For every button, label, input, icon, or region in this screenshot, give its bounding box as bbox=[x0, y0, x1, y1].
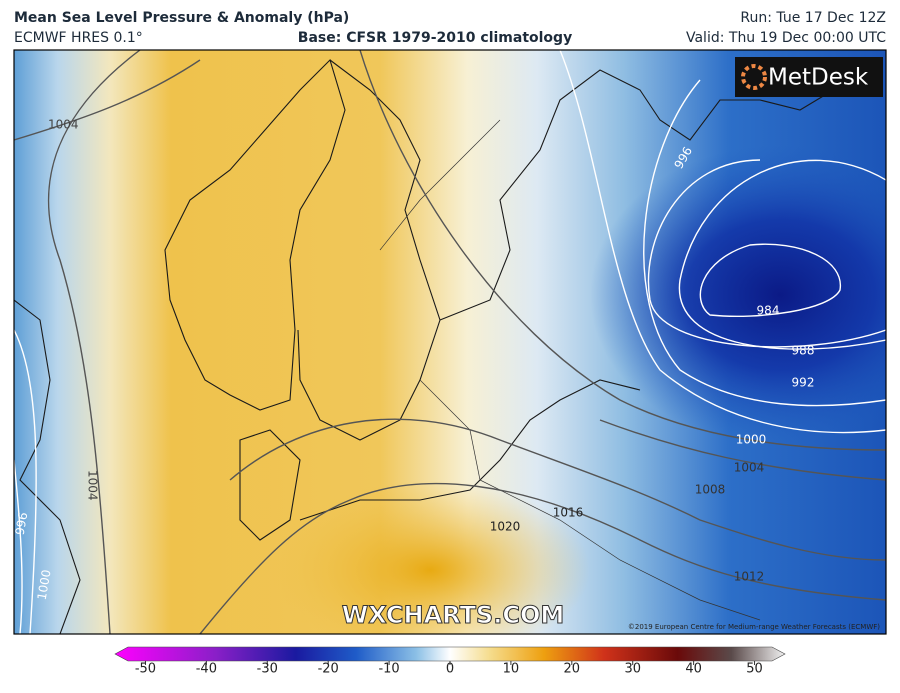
colorbar-tick-label: -10 bbox=[378, 662, 399, 677]
map: 1004 1004 996 1000 996 984 988 992 1000 … bbox=[13, 50, 886, 634]
isobar bbox=[643, 79, 886, 407]
colorbar-tick-label: 40 bbox=[685, 662, 702, 677]
copyright: ©2019 European Centre for Medium-range W… bbox=[628, 623, 880, 631]
contour-label: 1000 bbox=[736, 433, 767, 447]
contour-label: 1016 bbox=[553, 506, 584, 520]
coastline bbox=[439, 59, 881, 321]
coastline bbox=[239, 429, 301, 541]
contour-label: 984 bbox=[757, 304, 780, 318]
colorbar-tick-label: 50 bbox=[746, 662, 763, 677]
contour-label: 1000 bbox=[35, 569, 54, 602]
coastline bbox=[299, 379, 641, 521]
coastline bbox=[164, 58, 346, 411]
colorbar-tick-label: 0 bbox=[446, 662, 454, 677]
logo-box bbox=[735, 57, 883, 97]
valid: Valid: Thu 19 Dec 00:00 UTC bbox=[686, 30, 886, 46]
model: ECMWF HRES 0.1° bbox=[14, 30, 143, 46]
isobar bbox=[14, 459, 23, 634]
contour-label: 1012 bbox=[734, 570, 765, 584]
colorbar-tick-label: 30 bbox=[624, 662, 641, 677]
isobar bbox=[47, 50, 141, 634]
run: Run: Tue 17 Dec 12Z bbox=[740, 10, 886, 26]
contour-label: 1020 bbox=[490, 520, 521, 534]
logo-icon bbox=[741, 64, 767, 90]
contour-label: 992 bbox=[792, 376, 815, 390]
colorbar-tick-label: -50 bbox=[135, 662, 156, 677]
anomaly-high bbox=[270, 480, 590, 634]
isobar bbox=[14, 59, 201, 141]
title: Mean Sea Level Pressure & Anomaly (hPa) bbox=[14, 10, 349, 26]
contour-label: 1004 bbox=[86, 470, 100, 501]
logo: MetDesk bbox=[768, 65, 869, 91]
colorbar-tick-label: -40 bbox=[196, 662, 217, 677]
contour-label: 1004 bbox=[48, 118, 79, 132]
colorbar-tick-label: 20 bbox=[564, 662, 581, 677]
contour-label: 1004 bbox=[734, 461, 765, 475]
isobar bbox=[559, 50, 886, 434]
isobar bbox=[678, 159, 886, 350]
isobar bbox=[199, 483, 886, 634]
isobar bbox=[359, 50, 886, 451]
map-frame bbox=[13, 49, 887, 635]
contour-label: 1008 bbox=[695, 483, 726, 497]
watermark: WXCHARTS.COM bbox=[342, 601, 564, 629]
colorbar-tick-label: -30 bbox=[257, 662, 278, 677]
colorbar-tick-label: 10 bbox=[503, 662, 520, 677]
isobar bbox=[699, 243, 841, 317]
isobar bbox=[14, 329, 37, 634]
isobar bbox=[229, 418, 886, 561]
contour-label: 988 bbox=[792, 344, 815, 358]
isobar bbox=[647, 159, 886, 348]
colorbar-ticks: -50 -40 -30 -20 -10 0 10 20 30 40 50 bbox=[135, 661, 763, 677]
colorbar-tick-label: -20 bbox=[318, 662, 339, 677]
base: Base: CFSR 1979-2010 climatology bbox=[298, 30, 572, 46]
contour-label: 996 bbox=[13, 511, 31, 536]
colorbar bbox=[114, 646, 786, 662]
isobar bbox=[599, 419, 886, 481]
coastline bbox=[14, 299, 81, 634]
border bbox=[379, 119, 501, 251]
